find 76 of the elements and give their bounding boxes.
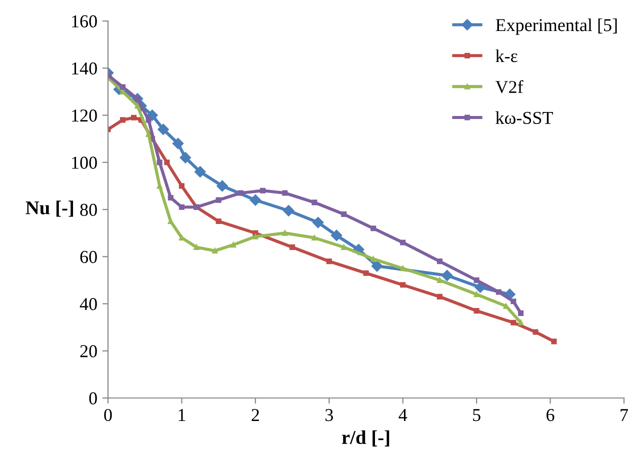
point (436, 258, 442, 264)
legend-label: kω-SST (496, 111, 553, 124)
y-tick-label: 0 (89, 392, 97, 404)
y-tick-label: 160 (72, 15, 97, 28)
point (518, 320, 524, 326)
point (312, 200, 318, 206)
y-tick-label: 80 (80, 204, 97, 216)
point (168, 194, 174, 200)
x-tick-label: 6 (546, 408, 554, 422)
point (441, 270, 453, 282)
x-axis-title: r/d [-] (342, 430, 390, 446)
point (290, 244, 296, 250)
point (496, 289, 502, 295)
x-tick-label: 2 (252, 408, 259, 421)
point (370, 226, 376, 232)
point (312, 234, 318, 241)
point (146, 117, 152, 123)
point (436, 294, 442, 300)
point (194, 244, 200, 250)
x-tick-label: 7 (620, 409, 628, 421)
point (156, 160, 162, 166)
point (363, 270, 369, 276)
point (510, 320, 516, 326)
point (510, 298, 516, 304)
point (474, 308, 480, 314)
point (212, 248, 218, 254)
legend-label: Experimental [5] (496, 18, 617, 35)
point (216, 197, 222, 203)
point (551, 338, 557, 344)
point (120, 117, 126, 123)
point (518, 310, 524, 316)
point (172, 138, 184, 150)
point (474, 277, 480, 283)
legend-label: V2f (495, 80, 524, 94)
y-tick-label: 40 (80, 298, 97, 310)
x-tick-label: 1 (178, 409, 186, 421)
point (238, 190, 244, 196)
point (371, 260, 383, 272)
point (400, 282, 406, 288)
point (168, 218, 174, 224)
point (260, 188, 266, 194)
x-tick-label: 4 (398, 409, 408, 421)
point (194, 166, 206, 178)
point (326, 258, 332, 264)
point (158, 124, 169, 135)
point (312, 216, 324, 228)
point (250, 194, 262, 206)
y-tick-label: 20 (80, 345, 97, 358)
point (282, 190, 288, 196)
point (282, 230, 288, 236)
point (178, 204, 184, 210)
y-tick-label: 120 (72, 110, 97, 122)
x-tick-label: 3 (325, 408, 333, 422)
point (216, 218, 222, 224)
point (341, 244, 347, 250)
point (436, 277, 442, 283)
point (341, 211, 347, 217)
point (252, 234, 258, 240)
point (532, 329, 538, 335)
point (330, 230, 342, 242)
point (120, 84, 126, 90)
point (178, 183, 184, 189)
x-tick-label: 5 (473, 409, 480, 422)
point (131, 114, 137, 120)
point (180, 152, 192, 164)
point (146, 131, 152, 137)
point (164, 160, 170, 166)
point (216, 180, 228, 192)
y-tick-label: 100 (72, 156, 97, 169)
point (400, 240, 406, 246)
y-tick-label: 60 (80, 250, 97, 264)
legend-label: k-ε (496, 49, 518, 62)
point (282, 205, 294, 216)
y-axis-title: Nu [-] (26, 200, 74, 217)
x-tick-label: 0 (104, 408, 112, 422)
y-tick-label: 140 (72, 62, 97, 75)
